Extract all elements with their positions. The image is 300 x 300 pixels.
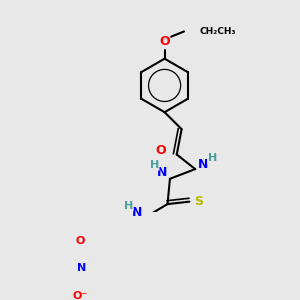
Text: CH₂CH₃: CH₂CH₃ xyxy=(200,27,236,36)
Text: O: O xyxy=(159,35,170,48)
Text: N: N xyxy=(132,206,142,219)
Text: S: S xyxy=(195,195,204,208)
Text: O: O xyxy=(76,236,85,246)
Text: O⁻: O⁻ xyxy=(73,291,88,300)
Text: N: N xyxy=(157,167,167,179)
Text: N: N xyxy=(198,158,209,171)
Text: O: O xyxy=(156,144,166,157)
Text: N: N xyxy=(76,262,86,272)
Text: H: H xyxy=(124,200,133,211)
Text: H: H xyxy=(150,160,159,170)
Text: H: H xyxy=(208,153,217,164)
